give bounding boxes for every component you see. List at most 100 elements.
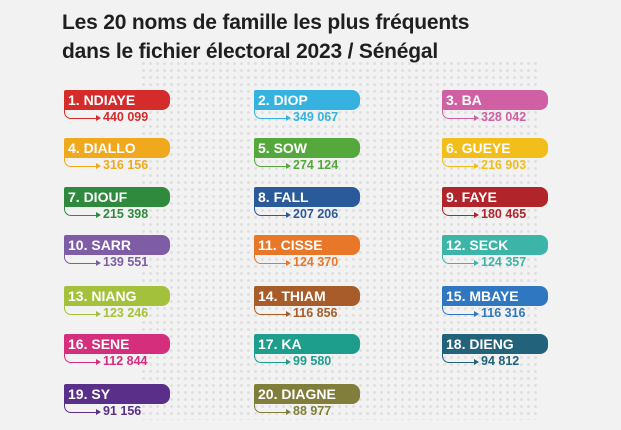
count-value: 216 903 (481, 158, 527, 172)
arrow-icon (286, 163, 291, 169)
connector-line (64, 108, 98, 119)
name-entry: 14. THIAM 116 856 (254, 286, 366, 328)
name-label: 17. KA (254, 334, 360, 354)
connector-line (442, 352, 476, 363)
connector-line (442, 253, 476, 264)
count-value: 124 357 (481, 255, 527, 269)
name-label: 18. DIENG (442, 334, 548, 354)
connector-line (442, 108, 476, 119)
name-label: 1. NDIAYE (64, 90, 170, 110)
connector-line (254, 108, 288, 119)
connector-line (64, 402, 98, 413)
name-label: 10. SARR (64, 235, 170, 255)
connector-line (442, 304, 476, 315)
count-value: 88 977 (293, 404, 332, 418)
name-label: 2. DIOP (254, 90, 360, 110)
connector-line (64, 205, 98, 216)
connector-line (254, 156, 288, 167)
count-value: 440 099 (103, 110, 149, 124)
name-label: 14. THIAM (254, 286, 360, 306)
arrow-icon (96, 409, 101, 415)
chart-title: Les 20 noms de famille les plus fréquent… (62, 8, 582, 66)
arrow-icon (286, 409, 291, 415)
name-entry: 15. MBAYE 116 316 (442, 286, 554, 328)
arrow-icon (286, 359, 291, 365)
name-entry: 12. SECK 124 357 (442, 235, 554, 277)
name-entry: 9. FAYE 180 465 (442, 187, 554, 229)
count-value: 349 067 (293, 110, 339, 124)
count-value: 99 580 (293, 354, 332, 368)
name-label: 9. FAYE (442, 187, 548, 207)
name-entry: 11. CISSE 124 370 (254, 235, 366, 277)
name-entry: 20. DIAGNE 88 977 (254, 384, 366, 426)
name-entry: 1. NDIAYE 440 099 (64, 90, 176, 132)
connector-line (254, 304, 288, 315)
arrow-icon (96, 260, 101, 266)
name-label: 13. NIANG (64, 286, 170, 306)
name-entry: 3. BA 328 042 (442, 90, 554, 132)
name-label: 6. GUEYE (442, 138, 548, 158)
connector-line (442, 205, 476, 216)
name-label: 5. SOW (254, 138, 360, 158)
name-label: 11. CISSE (254, 235, 360, 255)
arrow-icon (286, 115, 291, 121)
name-entry: 6. GUEYE 216 903 (442, 138, 554, 180)
connector-line (254, 402, 288, 413)
arrow-icon (474, 163, 479, 169)
name-label: 8. FALL (254, 187, 360, 207)
connector-line (254, 205, 288, 216)
count-value: 91 156 (103, 404, 142, 418)
count-value: 116 856 (293, 306, 338, 320)
name-label: 4. DIALLO (64, 138, 170, 158)
connector-line (64, 352, 98, 363)
count-value: 215 398 (103, 207, 149, 221)
name-entry: 7. DIOUF 215 398 (64, 187, 176, 229)
name-label: 16. SENE (64, 334, 170, 354)
name-entry: 10. SARR 139 551 (64, 235, 176, 277)
name-label: 19. SY (64, 384, 170, 404)
connector-line (442, 156, 476, 167)
arrow-icon (96, 359, 101, 365)
connector-line (64, 156, 98, 167)
name-entry: 17. KA 99 580 (254, 334, 366, 376)
arrow-icon (286, 260, 291, 266)
count-value: 116 316 (481, 306, 526, 320)
name-label: 15. MBAYE (442, 286, 548, 306)
count-value: 124 370 (293, 255, 339, 269)
name-label: 12. SECK (442, 235, 548, 255)
name-label: 20. DIAGNE (254, 384, 360, 404)
arrow-icon (474, 311, 479, 317)
arrow-icon (474, 260, 479, 266)
title-line-1: Les 20 noms de famille les plus fréquent… (62, 11, 470, 34)
name-entry: 4. DIALLO 316 156 (64, 138, 176, 180)
arrow-icon (96, 311, 101, 317)
arrow-icon (474, 359, 479, 365)
name-entry: 8. FALL 207 206 (254, 187, 366, 229)
name-label: 3. BA (442, 90, 548, 110)
count-value: 139 551 (103, 255, 149, 269)
count-value: 207 206 (293, 207, 339, 221)
count-value: 180 465 (481, 207, 527, 221)
arrow-icon (96, 212, 101, 218)
arrow-icon (474, 212, 479, 218)
count-value: 112 844 (103, 354, 148, 368)
count-value: 123 246 (103, 306, 149, 320)
name-label: 7. DIOUF (64, 187, 170, 207)
connector-line (64, 304, 98, 315)
name-entry: 16. SENE 112 844 (64, 334, 176, 376)
count-value: 274 124 (293, 158, 339, 172)
connector-line (254, 352, 288, 363)
arrow-icon (286, 311, 291, 317)
name-entry: 2. DIOP 349 067 (254, 90, 366, 132)
name-entry: 19. SY 91 156 (64, 384, 176, 426)
connector-line (64, 253, 98, 264)
count-value: 316 156 (103, 158, 149, 172)
arrow-icon (286, 212, 291, 218)
name-entry: 18. DIENG 94 812 (442, 334, 554, 376)
count-value: 328 042 (481, 110, 527, 124)
name-entry: 5. SOW 274 124 (254, 138, 366, 180)
connector-line (254, 253, 288, 264)
arrow-icon (474, 115, 479, 121)
arrow-icon (96, 115, 101, 121)
arrow-icon (96, 163, 101, 169)
